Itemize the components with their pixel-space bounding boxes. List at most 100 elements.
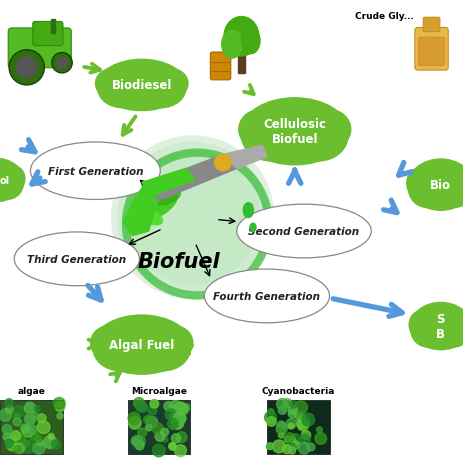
Circle shape xyxy=(47,437,57,448)
Circle shape xyxy=(0,409,12,421)
Circle shape xyxy=(55,401,65,412)
Circle shape xyxy=(13,418,21,426)
Ellipse shape xyxy=(410,303,463,350)
Ellipse shape xyxy=(0,177,14,199)
Circle shape xyxy=(2,425,12,434)
Ellipse shape xyxy=(131,63,170,96)
Circle shape xyxy=(3,433,11,440)
Circle shape xyxy=(291,441,299,449)
Circle shape xyxy=(13,446,21,453)
Circle shape xyxy=(170,423,176,429)
Circle shape xyxy=(264,412,276,424)
Ellipse shape xyxy=(250,224,256,232)
Circle shape xyxy=(169,413,176,420)
Circle shape xyxy=(173,412,186,424)
Circle shape xyxy=(176,432,187,443)
Ellipse shape xyxy=(437,311,463,347)
Circle shape xyxy=(183,403,190,410)
Circle shape xyxy=(37,440,44,446)
Circle shape xyxy=(148,406,156,415)
Circle shape xyxy=(289,436,294,442)
Circle shape xyxy=(266,443,273,450)
Text: Fourth Generation: Fourth Generation xyxy=(213,291,320,301)
Circle shape xyxy=(128,417,141,429)
Ellipse shape xyxy=(0,161,3,189)
Circle shape xyxy=(5,438,13,445)
FancyBboxPatch shape xyxy=(422,18,439,32)
Text: Biofuel: Biofuel xyxy=(137,251,219,272)
FancyBboxPatch shape xyxy=(210,53,230,81)
FancyBboxPatch shape xyxy=(8,29,71,69)
Circle shape xyxy=(266,444,272,450)
Polygon shape xyxy=(144,155,236,201)
Circle shape xyxy=(300,435,309,444)
Ellipse shape xyxy=(129,318,173,357)
Ellipse shape xyxy=(138,341,175,370)
Ellipse shape xyxy=(243,203,253,218)
Circle shape xyxy=(25,402,32,409)
Ellipse shape xyxy=(98,60,185,111)
Ellipse shape xyxy=(115,78,168,111)
Circle shape xyxy=(23,426,34,437)
Ellipse shape xyxy=(289,110,347,162)
Circle shape xyxy=(171,434,181,443)
Circle shape xyxy=(33,442,45,454)
Circle shape xyxy=(306,443,314,451)
Circle shape xyxy=(290,401,296,408)
Circle shape xyxy=(282,444,291,454)
Circle shape xyxy=(13,405,25,417)
Text: Cellulosic
Biofuel: Cellulosic Biofuel xyxy=(263,118,325,146)
Ellipse shape xyxy=(0,159,24,202)
FancyBboxPatch shape xyxy=(33,22,63,46)
Circle shape xyxy=(294,412,304,421)
Bar xyxy=(128,400,190,454)
Circle shape xyxy=(14,443,25,453)
Ellipse shape xyxy=(224,18,258,57)
Circle shape xyxy=(133,398,144,408)
Circle shape xyxy=(57,413,63,419)
Circle shape xyxy=(145,424,152,431)
Circle shape xyxy=(52,53,72,74)
Circle shape xyxy=(266,417,275,426)
Ellipse shape xyxy=(137,69,185,108)
Bar xyxy=(266,400,329,454)
Circle shape xyxy=(296,418,307,429)
Text: Microalgae: Microalgae xyxy=(131,386,187,395)
Bar xyxy=(237,49,244,74)
Circle shape xyxy=(278,406,286,414)
Circle shape xyxy=(131,436,142,446)
Ellipse shape xyxy=(307,110,350,150)
Circle shape xyxy=(174,402,187,415)
Circle shape xyxy=(25,413,35,425)
Ellipse shape xyxy=(407,169,443,208)
Circle shape xyxy=(301,431,310,440)
Circle shape xyxy=(136,403,144,411)
Circle shape xyxy=(150,400,159,408)
Text: Cyanobacteria: Cyanobacteria xyxy=(261,386,334,395)
Circle shape xyxy=(25,402,36,414)
Ellipse shape xyxy=(113,63,152,96)
Circle shape xyxy=(288,447,295,454)
Circle shape xyxy=(282,401,290,409)
Ellipse shape xyxy=(420,305,447,336)
Circle shape xyxy=(152,444,165,457)
Circle shape xyxy=(314,433,326,444)
Ellipse shape xyxy=(14,232,139,286)
Circle shape xyxy=(168,443,175,450)
Text: Algal Fuel: Algal Fuel xyxy=(109,338,174,351)
Bar xyxy=(51,20,55,34)
Circle shape xyxy=(178,413,185,420)
Ellipse shape xyxy=(410,311,443,347)
Circle shape xyxy=(289,434,300,444)
Circle shape xyxy=(316,427,322,433)
Ellipse shape xyxy=(110,318,154,357)
Circle shape xyxy=(23,440,29,446)
Text: Biodiesel: Biodiesel xyxy=(111,79,172,92)
Ellipse shape xyxy=(419,162,448,195)
Text: Bio: Bio xyxy=(429,179,450,192)
Circle shape xyxy=(276,399,288,410)
Circle shape xyxy=(278,432,283,438)
Circle shape xyxy=(288,406,297,415)
Circle shape xyxy=(27,425,37,434)
Circle shape xyxy=(275,423,287,434)
